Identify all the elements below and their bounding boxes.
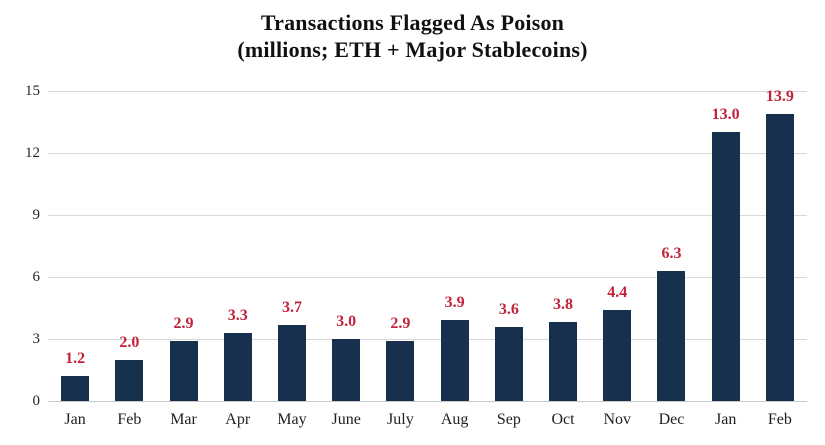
y-tick-label: 12 [25, 145, 40, 161]
bar [386, 341, 415, 401]
x-tick-label: July [387, 411, 414, 428]
bar [440, 320, 469, 401]
bar [115, 359, 144, 401]
y-tick-label: 9 [32, 207, 41, 223]
y-tick-label: 15 [25, 83, 40, 99]
x-tick-label: June [331, 411, 361, 428]
bar-value-label: 13.0 [711, 106, 740, 124]
bar-value-label: 2.9 [173, 315, 194, 333]
x-tick-label: Mar [170, 411, 197, 428]
bar-value-label: 2.9 [390, 315, 411, 333]
bar [603, 310, 632, 401]
bar [494, 326, 523, 401]
x-tick-label: Apr [225, 411, 251, 428]
x-tick-label: Sep [496, 411, 521, 428]
bar-value-label: 13.9 [765, 87, 794, 105]
x-tick-label: Aug [440, 411, 469, 428]
bar [711, 132, 740, 401]
x-tick-label: Nov [603, 411, 632, 428]
bar-value-label: 3.8 [553, 296, 574, 314]
bar-value-label: 6.3 [661, 244, 682, 262]
chart-subtitle: (millions; ETH + Major Stablecoins) [237, 37, 588, 62]
bar-value-label: 1.2 [65, 350, 86, 368]
bar [61, 376, 90, 401]
gridline [48, 338, 807, 340]
y-tick-label: 6 [32, 269, 41, 285]
x-tick-label: May [277, 411, 307, 428]
gridline [48, 214, 807, 216]
x-tick-label: Jan [64, 411, 86, 428]
bar-value-label: 3.7 [281, 298, 302, 316]
gridline [48, 90, 807, 92]
bar-value-label: 2.0 [119, 333, 140, 351]
x-tick-label: Feb [117, 411, 142, 428]
bar-value-label: 3.6 [498, 300, 519, 318]
bar-value-label: 3.0 [336, 313, 357, 330]
bar [765, 113, 794, 401]
x-tick-label: Dec [658, 411, 685, 428]
x-tick-label: Feb [767, 411, 792, 428]
gridline [48, 152, 807, 154]
bar-value-label: 4.4 [607, 284, 628, 302]
bar [169, 341, 198, 401]
bar [223, 332, 252, 401]
bar-value-label: 3.9 [444, 294, 465, 312]
bar [549, 322, 578, 401]
bar [657, 270, 686, 401]
x-tick-label: Jan [715, 411, 737, 428]
chart-title: Transactions Flagged As Poison [260, 10, 565, 35]
x-tick-label: Oct [551, 411, 575, 428]
y-tick-label: 3 [32, 331, 41, 347]
bar [277, 324, 306, 401]
bar-value-label: 3.3 [227, 306, 248, 324]
gridline [48, 276, 807, 278]
y-tick-label: 0 [32, 393, 41, 409]
bar [332, 339, 361, 401]
gridline [48, 400, 807, 402]
